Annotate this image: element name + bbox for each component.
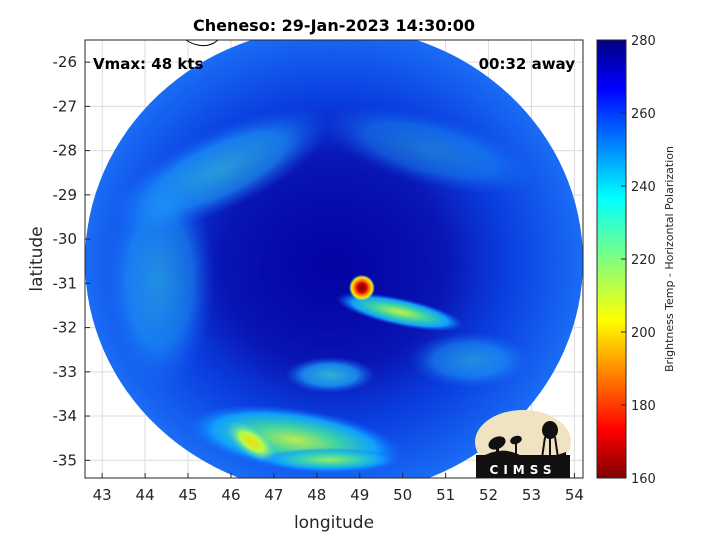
satellite-dish-small-icon (510, 435, 522, 445)
y-tick-label: -32 (53, 319, 78, 337)
cyan-band-southeast (410, 332, 530, 388)
y-tick-label: -33 (53, 363, 78, 381)
x-tick-label: 49 (350, 486, 369, 504)
colorbar-tick-label: 180 (631, 399, 656, 414)
x-tick-label: 51 (436, 486, 455, 504)
x-tick-label: 54 (565, 486, 584, 504)
logo-building (476, 455, 570, 478)
colorbar-ticks: 280 260 240 220 200 180 160 (621, 34, 656, 487)
rainband-south-tail (260, 448, 400, 472)
x-tick-label: 48 (307, 486, 326, 504)
time-offset-annotation: 00:32 away (479, 55, 576, 73)
cyan-band-south (285, 357, 375, 393)
x-tick-label: 46 (221, 486, 240, 504)
y-tick-label: -26 (53, 53, 78, 71)
brightness-temp-swath (85, 40, 583, 478)
rainband-east (336, 292, 464, 332)
colorbar-tick-label: 240 (631, 180, 656, 195)
chart-title: Cheneso: 29-Jan-2023 14:30:00 (193, 16, 475, 35)
x-tick-label: 43 (93, 486, 112, 504)
rainband-southwest (226, 421, 278, 463)
colorbar-tick-label: 280 (631, 34, 656, 49)
colorbar-tick-label: 220 (631, 253, 656, 268)
colorbar-tick-label: 200 (631, 326, 656, 341)
axes-box (84, 39, 584, 479)
y-axis-ticks: -26 -27 -28 -29 -30 -31 -32 -33 -34 -35 (53, 53, 90, 469)
cyan-arc-north (323, 105, 537, 195)
logo-text: CIMSS (490, 463, 557, 477)
coastline-fragment (185, 39, 219, 47)
y-tick-label: -29 (53, 186, 78, 204)
cyan-arc-west (105, 170, 215, 390)
x-tick-label: 44 (136, 486, 155, 504)
y-axis-title: latitude (27, 226, 47, 291)
satellite-dish-icon (488, 436, 506, 450)
x-axis-title: longitude (294, 513, 374, 533)
colorbar-tick-label: 260 (631, 107, 656, 122)
vmax-annotation: Vmax: 48 kts (93, 55, 203, 73)
y-tick-label: -28 (53, 142, 78, 160)
x-tick-label: 52 (479, 486, 498, 504)
colorbar-title: Brightness Temp - Horizontal Polarizatio… (663, 146, 676, 372)
x-tick-label: 50 (393, 486, 412, 504)
y-tick-label: -31 (53, 274, 78, 292)
x-tick-label: 45 (178, 486, 197, 504)
x-axis-ticks: 43 44 45 46 47 48 49 50 51 52 53 54 (93, 473, 584, 504)
water-tower-icon (542, 421, 558, 439)
x-tick-label: 53 (522, 486, 541, 504)
logo-hill (480, 450, 566, 460)
cimss-logo: CIMSS (475, 410, 571, 478)
colorbar-tick-label: 160 (631, 472, 656, 487)
y-tick-label: -35 (53, 451, 78, 469)
y-tick-label: -27 (53, 97, 78, 115)
y-tick-label: -30 (53, 230, 78, 248)
y-tick-label: -34 (53, 407, 78, 425)
dark-core (180, 140, 480, 400)
x-tick-label: 47 (264, 486, 283, 504)
storm-eye (348, 274, 375, 301)
